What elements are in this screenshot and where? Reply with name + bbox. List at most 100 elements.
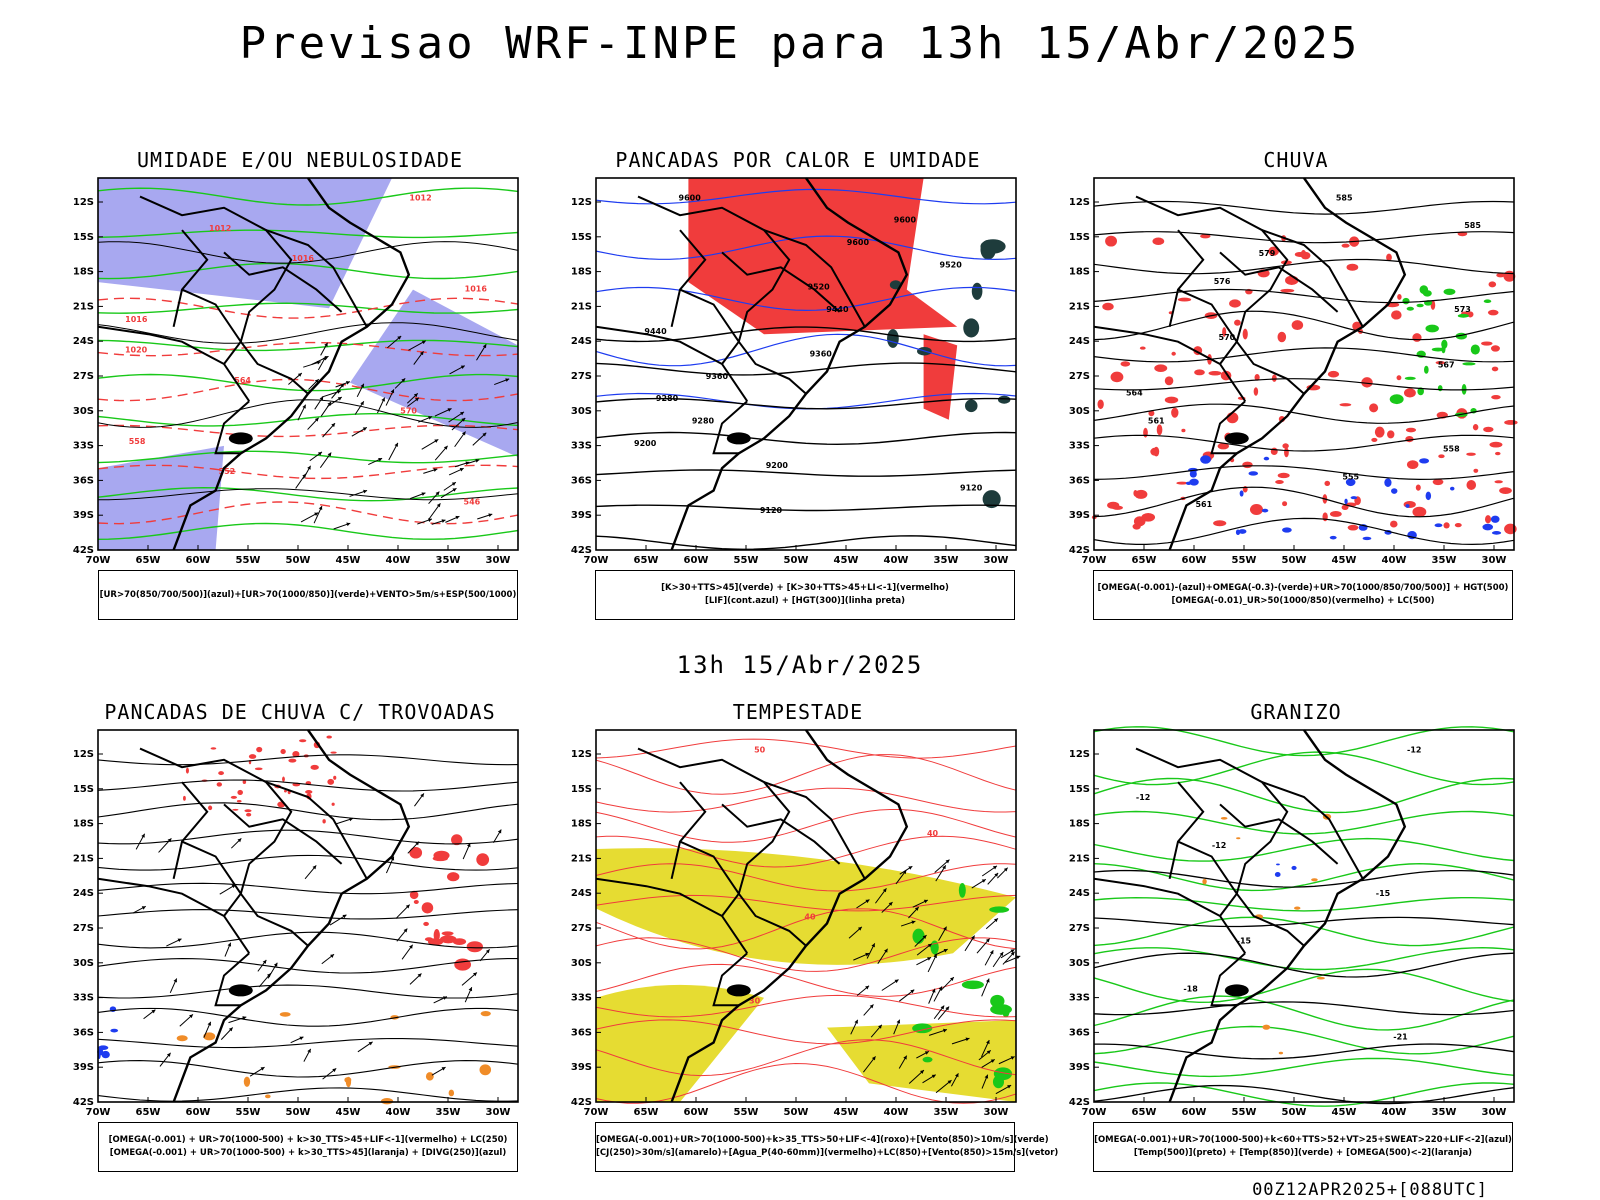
rain-area-red [1275, 480, 1284, 485]
lat-tick-label: 12S [1069, 197, 1090, 208]
country-border [223, 803, 343, 865]
thickness-contour [97, 501, 519, 525]
rain-area-red [1112, 505, 1123, 510]
lat-tick-label: 21S [1069, 853, 1090, 864]
lon-tick-label: 45W [336, 1107, 361, 1118]
wind-vector-head [363, 489, 368, 494]
legend-line: [OMEGA(-0.001)-(azul)+OMEGA(-0.3)-(verde… [1097, 583, 1509, 593]
lon-tick-label: 40W [1382, 555, 1407, 566]
temp-850-contour [1093, 810, 1515, 835]
lon-tick-label: 65W [1132, 1107, 1157, 1118]
lagoon-marker [1224, 432, 1249, 445]
hail-area-blue [1276, 863, 1280, 866]
wind-vector-head [419, 351, 424, 356]
rain-area-red [1488, 281, 1497, 288]
rain-area-red [1396, 375, 1402, 381]
wind-vector-head [447, 408, 452, 412]
humidity-contour-green [97, 450, 519, 464]
wind-850-vector-head [888, 902, 893, 906]
rain-area-red [1242, 461, 1253, 469]
wind-850-vector-head [914, 906, 919, 911]
country-border [1135, 195, 1289, 365]
lat-tick-label: 39S [571, 1062, 592, 1073]
rain-area-red [1403, 388, 1416, 398]
wind-vector-head [415, 397, 419, 402]
height-500-contour [1093, 288, 1515, 304]
map-umidade: 1012 1012 1016 1016 1016 1020 564 570 558 552 546 1… [73, 177, 519, 566]
rain-area-red [1494, 480, 1503, 484]
wind-vector-head [331, 423, 336, 428]
wind-850-vector-head [869, 1004, 874, 1009]
wind-850-vector-head [865, 899, 870, 904]
wind-850-vector-head [945, 1006, 950, 1011]
streamline-250 [97, 1060, 519, 1078]
lat-tick-label: 15S [571, 232, 592, 243]
lon-tick-label: 55W [1232, 1107, 1257, 1118]
rain-area-green [1437, 385, 1443, 392]
coastline [172, 177, 411, 551]
thickness-contour [97, 464, 519, 480]
lat-tick-label: 36S [571, 475, 592, 486]
rain-area-red [1491, 395, 1501, 400]
streamline-arrow-head [262, 959, 267, 964]
streamline-arrow-head [166, 1052, 171, 1057]
country-border [670, 781, 707, 880]
temp-500-contour [1093, 952, 1515, 978]
wind-vector-head [421, 340, 426, 345]
wind-vector-head [505, 378, 510, 382]
thunderstorm-area-red [183, 795, 186, 801]
thunderstorm-area-red [254, 767, 263, 771]
lon-tick-label: 30W [984, 555, 1009, 566]
lon-tick-label: 60W [1182, 1107, 1207, 1118]
country-border [670, 229, 707, 328]
rain-area-blue [1263, 456, 1270, 461]
contour-label: -18 [1183, 984, 1198, 993]
thunderstorm-area-red [216, 782, 223, 787]
wind-850-vector-head [1007, 1085, 1012, 1089]
height-500-contour [1093, 517, 1515, 546]
contour-label: 9280 [656, 394, 679, 403]
thunderstorm-area-red [244, 809, 252, 813]
thunderstorm-area-red [439, 935, 457, 944]
country-border [1261, 781, 1364, 880]
rain-area-red [1242, 328, 1248, 340]
wind-850-vector-head [908, 866, 913, 870]
rain-area-green [1483, 299, 1492, 304]
wind-vector-head [297, 373, 302, 377]
wind-850-vector-head [1010, 949, 1015, 953]
rain-area-blue [1405, 504, 1410, 508]
wind-850-vector-head [910, 989, 915, 994]
lon-tick-label: 60W [684, 1107, 709, 1118]
thunderstorm-area-red [284, 789, 287, 793]
omega-area-orange [1278, 1051, 1284, 1055]
streamline-arrow-head [299, 1036, 304, 1041]
lagoon-marker [726, 984, 751, 997]
rain-area-blue [1384, 478, 1392, 487]
wind-vector-head [327, 452, 332, 457]
wind-850-vector-head [920, 1070, 924, 1074]
lat-tick-label: 33S [73, 441, 94, 452]
thunderstorm-area-red [413, 899, 419, 904]
country-border [214, 952, 250, 1007]
streamline-250 [97, 909, 519, 920]
thunderstorm-area-red [280, 748, 286, 755]
country-border [172, 781, 209, 880]
contour-label: 564 [234, 376, 251, 385]
lat-tick-label: 42S [73, 545, 94, 556]
rain-area-blue [1282, 527, 1292, 533]
wind-850-area-green [993, 1067, 1013, 1081]
rain-area-red [1291, 320, 1304, 331]
height-300-contour [595, 362, 1017, 376]
country-border [712, 952, 748, 1007]
thunderstorm-area-orange [176, 1035, 188, 1042]
lon-tick-label: 50W [286, 1107, 311, 1118]
contour-label: 9200 [766, 461, 789, 470]
rain-area-red [1222, 327, 1227, 337]
rain-area-red [1164, 396, 1179, 404]
country-border [139, 747, 293, 917]
lon-tick-label: 55W [734, 1107, 759, 1118]
map-frame [595, 177, 1017, 551]
wind-850-vector-head [854, 1019, 858, 1024]
lon-tick-label: 30W [486, 555, 511, 566]
country-border [265, 781, 368, 880]
